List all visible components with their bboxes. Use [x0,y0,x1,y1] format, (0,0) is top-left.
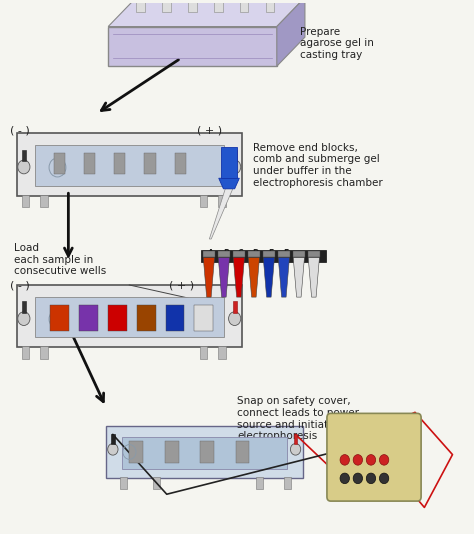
Bar [263,251,275,257]
Circle shape [291,444,301,455]
Bar [145,153,155,174]
FancyBboxPatch shape [17,134,242,195]
Circle shape [353,454,363,465]
Bar [137,1,145,12]
Bar [129,442,143,462]
Bar [108,27,277,66]
FancyBboxPatch shape [327,413,421,501]
Circle shape [379,473,389,484]
Circle shape [108,444,118,455]
Bar [35,145,224,186]
Bar [308,251,320,257]
Bar [284,477,291,489]
Bar [174,153,186,174]
Polygon shape [210,189,233,239]
Bar [218,251,230,257]
Circle shape [228,160,241,174]
Bar [21,194,29,207]
Bar [121,437,287,469]
Bar [201,250,326,262]
Polygon shape [308,257,319,297]
Bar [294,434,297,444]
Bar [22,301,26,313]
Bar [21,346,29,359]
Text: ( - ): ( - ) [10,125,29,136]
Text: E: E [268,249,273,258]
Bar [165,305,184,331]
Text: B: B [223,249,228,258]
Circle shape [340,473,349,484]
Polygon shape [233,257,245,297]
Bar [188,1,197,12]
Text: F: F [283,249,288,258]
Bar [218,194,226,207]
Bar [35,297,224,337]
Text: Prepare
agarose gel in
casting tray: Prepare agarose gel in casting tray [300,27,374,60]
Bar [293,251,305,257]
Bar [40,194,48,207]
Circle shape [379,454,389,465]
Circle shape [340,454,349,465]
Polygon shape [108,0,305,27]
Text: Load
each sample in
consecutive wells: Load each sample in consecutive wells [15,243,107,277]
Bar [248,251,260,257]
Circle shape [366,454,376,465]
Polygon shape [203,257,215,297]
Bar [233,301,237,313]
Bar [278,251,290,257]
Polygon shape [293,257,304,297]
Bar [194,305,213,331]
Bar [200,194,207,207]
Polygon shape [278,257,290,297]
Circle shape [18,312,30,326]
Bar [40,346,48,359]
Bar [22,150,26,161]
Bar [203,251,215,257]
Bar [137,305,155,331]
Bar [84,153,95,174]
Bar [201,442,214,462]
Bar [120,477,127,489]
Polygon shape [219,178,239,189]
Circle shape [366,473,376,484]
FancyBboxPatch shape [17,285,242,347]
Text: A: A [208,249,214,258]
Circle shape [18,160,30,174]
Text: ( - ): ( - ) [10,280,29,290]
Polygon shape [277,0,305,66]
Bar [218,346,226,359]
Circle shape [228,312,241,326]
Polygon shape [263,257,274,297]
Bar [236,442,249,462]
Text: C: C [238,249,244,258]
Bar [256,477,263,489]
Bar [108,305,127,331]
Text: ( + ): ( + ) [169,280,194,290]
Polygon shape [248,257,259,297]
Bar [240,1,248,12]
Circle shape [353,473,363,484]
Bar [106,426,302,478]
Bar [111,434,115,444]
Bar [153,477,160,489]
Text: Remove end blocks,
comb and submerge gel
under buffer in the
electrophoresis cha: Remove end blocks, comb and submerge gel… [254,143,383,187]
Text: ( + ): ( + ) [197,125,222,136]
Bar [162,1,171,12]
Bar [114,153,126,174]
Bar [79,305,98,331]
Bar [220,146,237,178]
Text: D: D [253,249,259,258]
Bar [50,305,69,331]
Bar [233,150,237,161]
Text: Snap on safety cover,
connect leads to power
source and initiate
electrophoresis: Snap on safety cover, connect leads to p… [237,396,359,441]
Bar [214,1,223,12]
Polygon shape [218,257,229,297]
Bar [233,251,245,257]
Bar [165,442,179,462]
Bar [266,1,274,12]
Bar [200,346,207,359]
Bar [54,153,65,174]
